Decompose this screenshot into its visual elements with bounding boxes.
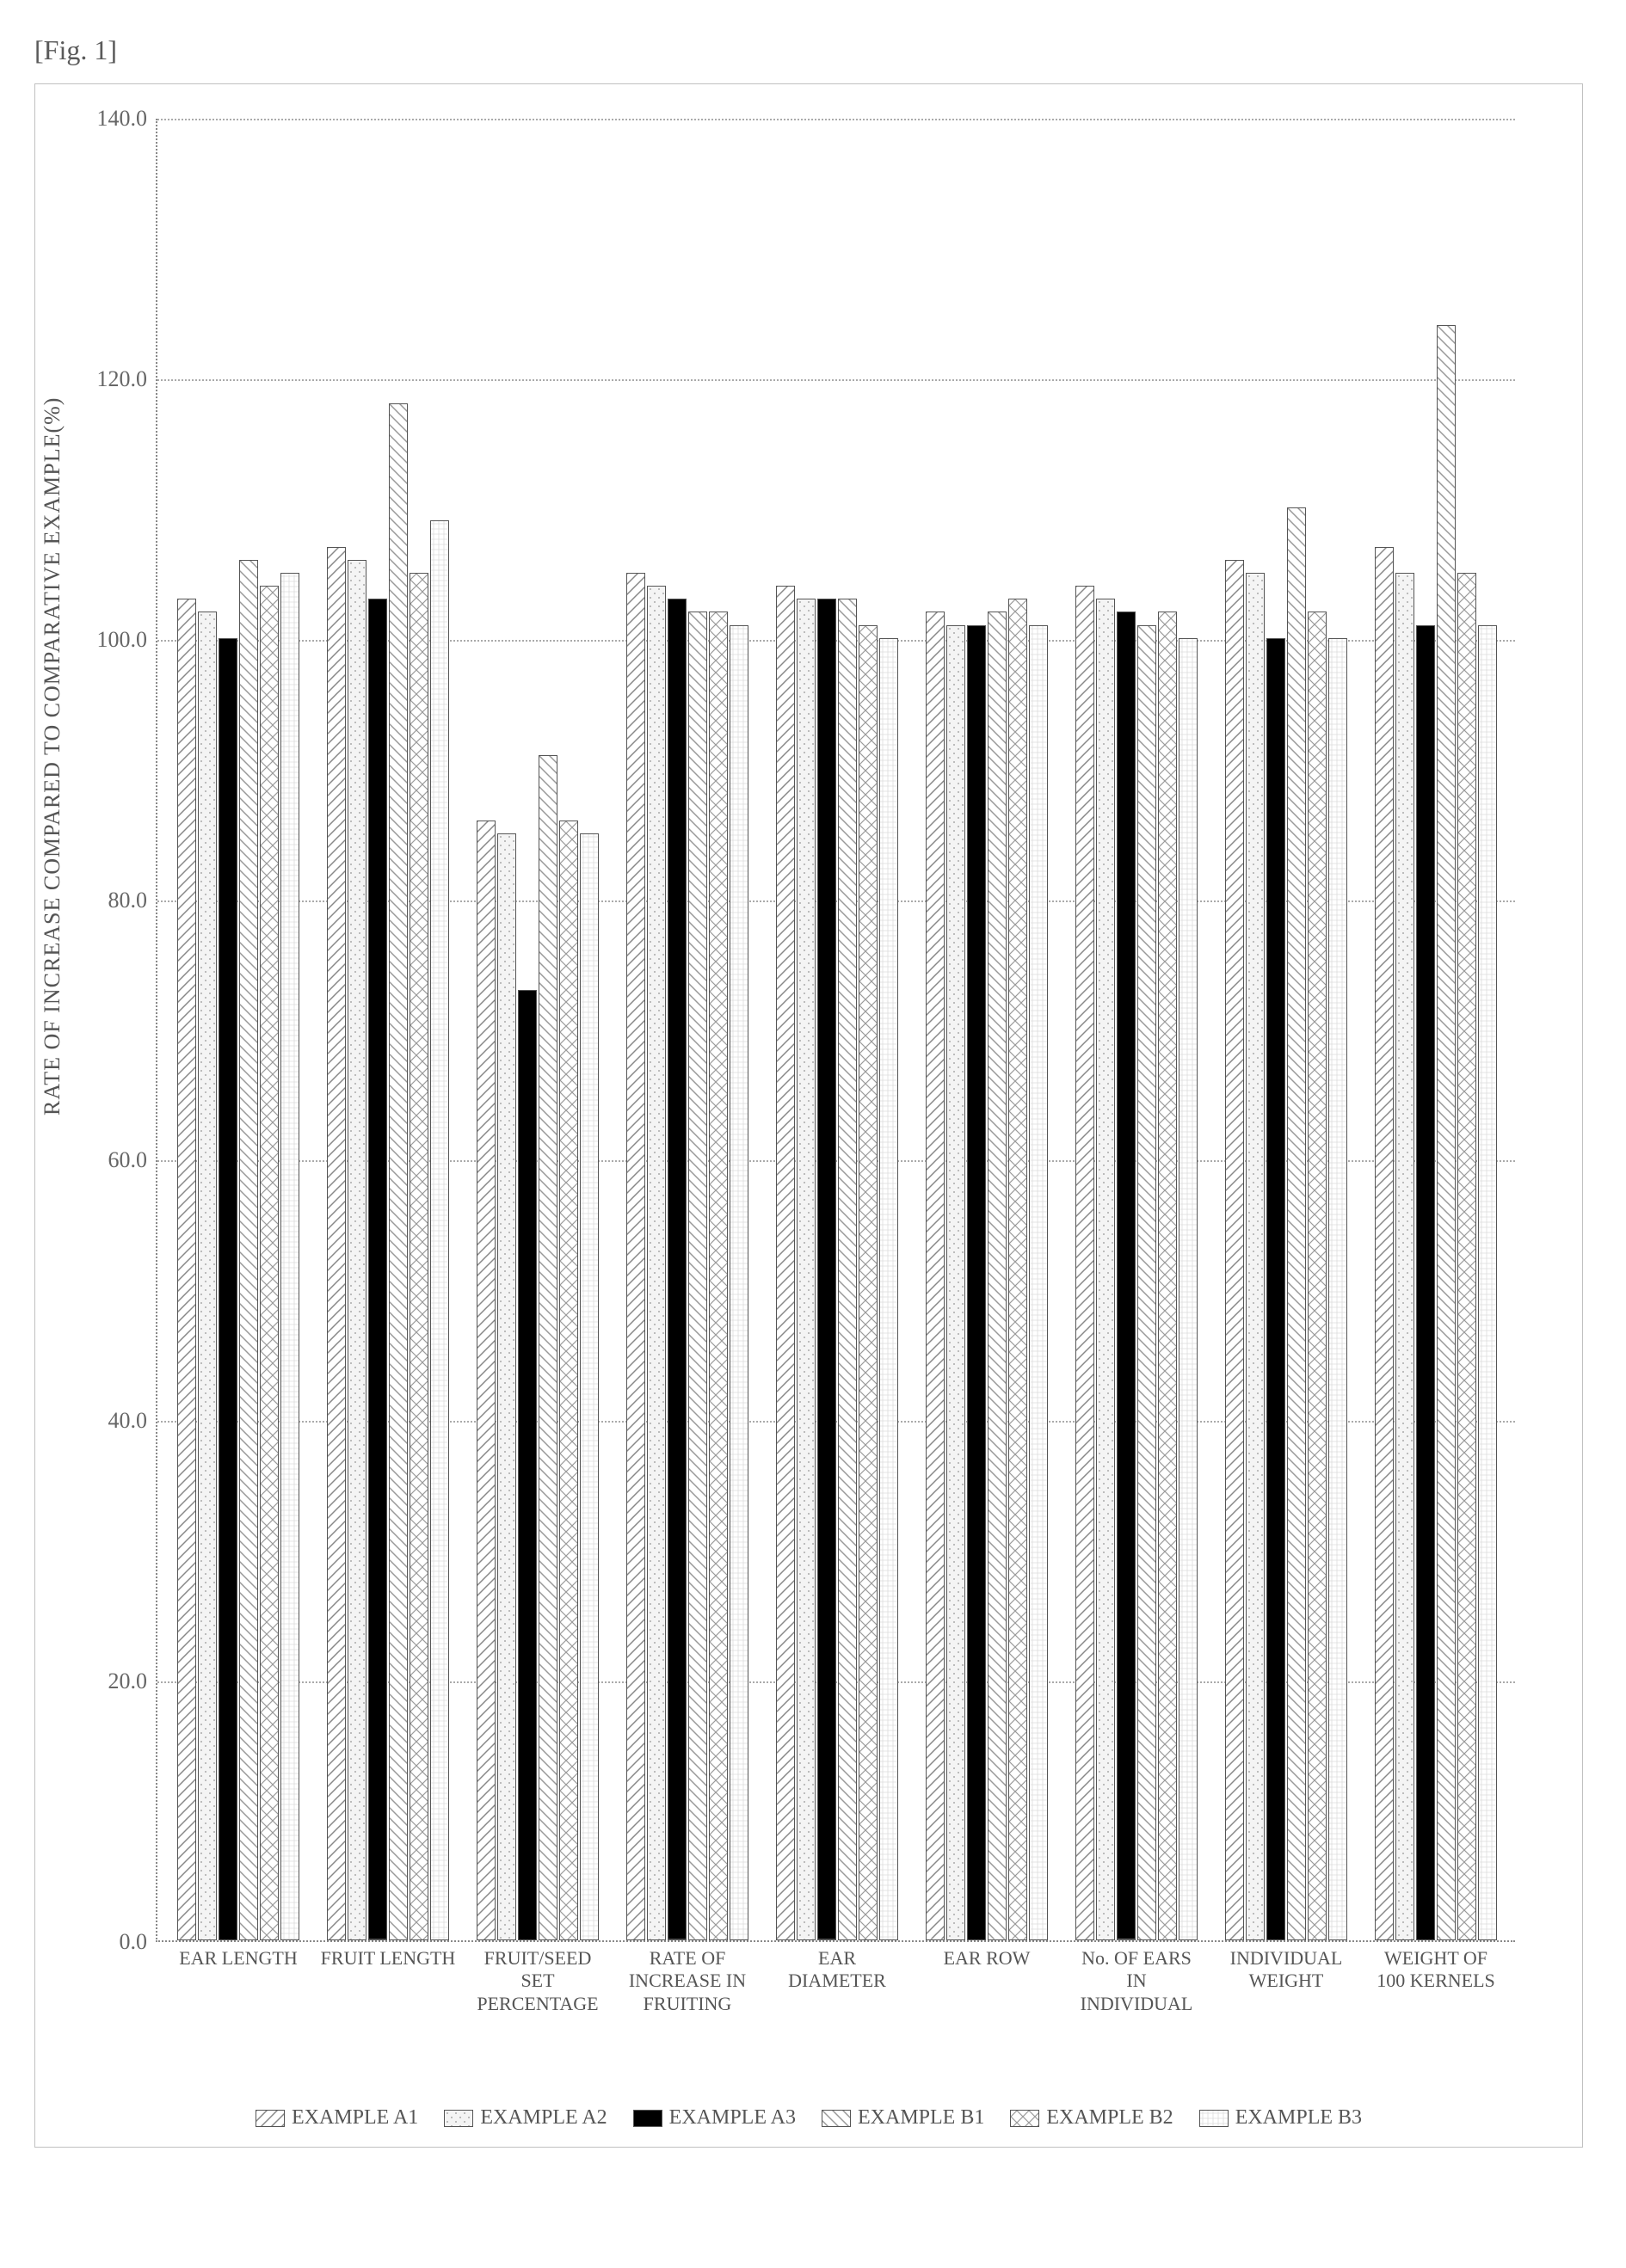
bar [1375, 547, 1394, 1940]
bar [1457, 573, 1476, 1940]
bar [1328, 638, 1347, 1940]
category-label: WEIGHT OF100 KERNELS [1358, 1940, 1513, 1993]
legend-item: EXAMPLE B2 [1010, 2106, 1173, 2130]
bar [668, 599, 687, 1940]
bar [1179, 638, 1198, 1940]
category-label: No. OF EARSININDIVIDUAL [1059, 1940, 1214, 2015]
bar [348, 560, 366, 1940]
bar [647, 586, 666, 1940]
category-label: FRUIT LENGTH [311, 1940, 465, 1970]
bar [879, 638, 898, 1940]
bar [1117, 612, 1136, 1940]
bar [410, 573, 428, 1940]
chart-container: RATE OF INCREASE COMPARED TO COMPARATIVE… [34, 83, 1583, 2148]
category-label: EAR ROW [909, 1940, 1064, 1970]
bar [946, 625, 965, 1940]
y-tick-label: 120.0 [87, 366, 147, 392]
bar [1478, 625, 1497, 1940]
grid-line [157, 379, 1515, 381]
legend-swatch [822, 2110, 851, 2127]
bar [688, 612, 707, 1940]
plot-area: EAR LENGTHFRUIT LENGTHFRUIT/SEEDSETPERCE… [156, 119, 1515, 1942]
bar [1225, 560, 1244, 1940]
bar [859, 625, 878, 1940]
bar [988, 612, 1007, 1940]
legend-label: EXAMPLE B3 [1235, 2106, 1362, 2130]
legend-label: EXAMPLE B2 [1046, 2106, 1173, 2130]
legend-label: EXAMPLE A3 [669, 2106, 796, 2130]
bar [838, 599, 857, 1940]
bar [730, 625, 748, 1940]
bar [260, 586, 279, 1940]
bar [219, 638, 237, 1940]
figure-label: [Fig. 1] [34, 34, 1592, 66]
category-label: EARDIAMETER [760, 1940, 915, 1993]
bar [1266, 638, 1285, 1940]
y-tick-label: 20.0 [87, 1669, 147, 1694]
bar [327, 547, 346, 1940]
y-tick-label: 80.0 [87, 888, 147, 913]
legend-label: EXAMPLE A1 [292, 2106, 418, 2130]
bar [580, 833, 599, 1940]
bar [1287, 507, 1306, 1940]
y-tick-label: 60.0 [87, 1147, 147, 1173]
bar [967, 625, 986, 1940]
legend-label: EXAMPLE A2 [480, 2106, 607, 2130]
y-tick-label: 100.0 [87, 627, 147, 653]
legend-swatch [256, 2110, 285, 2127]
bar [1308, 612, 1327, 1940]
legend-swatch [1199, 2110, 1229, 2127]
bar [1096, 599, 1115, 1940]
legend-label: EXAMPLE B1 [858, 2106, 984, 2130]
legend-item: EXAMPLE B3 [1199, 2106, 1362, 2130]
bar [1029, 625, 1048, 1940]
bar [1395, 573, 1414, 1940]
bar [709, 612, 728, 1940]
bar [389, 403, 408, 1940]
legend: EXAMPLE A1 EXAMPLE A2 EXAMPLE A3 EXAMPLE B1… [35, 2106, 1582, 2130]
bar [1075, 586, 1094, 1940]
legend-swatch [633, 2110, 662, 2127]
bar [539, 755, 557, 1940]
category-label: INDIVIDUALWEIGHT [1209, 1940, 1364, 1993]
category-label: FRUIT/SEEDSETPERCENTAGE [460, 1940, 615, 2015]
legend-item: EXAMPLE B1 [822, 2106, 984, 2130]
bar [239, 560, 258, 1940]
bar [280, 573, 299, 1940]
y-tick-label: 0.0 [87, 1929, 147, 1955]
legend-item: EXAMPLE A1 [256, 2106, 418, 2130]
bar [198, 612, 217, 1940]
legend-swatch [1010, 2110, 1039, 2127]
bar [1437, 325, 1456, 1940]
bar [559, 821, 578, 1940]
bar [1158, 612, 1177, 1940]
legend-item: EXAMPLE A3 [633, 2106, 796, 2130]
category-label: EAR LENGTH [161, 1940, 316, 1970]
grid-line [157, 119, 1515, 120]
bar [1416, 625, 1435, 1940]
bar [1246, 573, 1265, 1940]
bar [497, 833, 516, 1940]
bar [1008, 599, 1027, 1940]
y-tick-label: 40.0 [87, 1408, 147, 1434]
bar [626, 573, 645, 1940]
bar [477, 821, 496, 1940]
legend-item: EXAMPLE A2 [444, 2106, 607, 2130]
y-axis-title: RATE OF INCREASE COMPARED TO COMPARATIVE… [40, 397, 65, 1116]
bar [817, 599, 836, 1940]
bar [430, 520, 449, 1940]
bar [926, 612, 945, 1940]
bar [797, 599, 816, 1940]
bar [368, 599, 387, 1940]
bar [776, 586, 795, 1940]
y-tick-label: 140.0 [87, 106, 147, 132]
bar [1137, 625, 1156, 1940]
category-label: RATE OFINCREASE INFRUITING [610, 1940, 765, 2015]
bar [518, 990, 537, 1940]
legend-swatch [444, 2110, 473, 2127]
bar [177, 599, 196, 1940]
